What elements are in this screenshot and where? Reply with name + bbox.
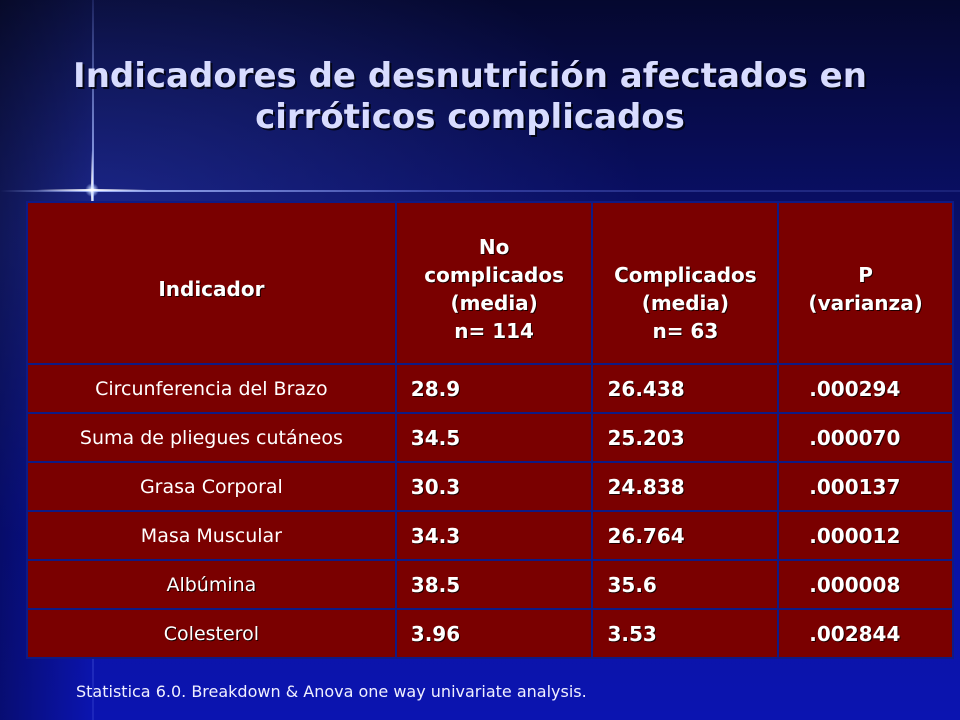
cell-no-complicados: 3.96 bbox=[394, 608, 594, 659]
slide-title-line2: cirróticos complicados bbox=[255, 97, 685, 137]
cell-p-value: .000070 bbox=[777, 412, 954, 463]
cell-p-value: .000008 bbox=[777, 559, 954, 610]
cell-complicados: 35.6 bbox=[591, 559, 780, 610]
slide-title-line1: Indicadores de desnutrición afectados en bbox=[73, 56, 867, 96]
cell-complicados: 24.838 bbox=[591, 461, 780, 512]
row-label: Circunferencia del Brazo bbox=[26, 363, 397, 414]
cell-p-value: .002844 bbox=[777, 608, 954, 659]
table-row: Grasa Corporal 30.3 24.838 .000137 bbox=[26, 461, 954, 512]
table-header-row: Indicador No complicados (media) n= 114 … bbox=[26, 201, 954, 365]
cell-no-complicados: 34.5 bbox=[394, 412, 594, 463]
cell-no-complicados: 38.5 bbox=[394, 559, 594, 610]
header-indicador: Indicador bbox=[26, 201, 397, 365]
cell-complicados: 25.203 bbox=[591, 412, 780, 463]
row-label: Grasa Corporal bbox=[26, 461, 397, 512]
cell-no-complicados: 30.3 bbox=[394, 461, 594, 512]
cell-p-value: .000294 bbox=[777, 363, 954, 414]
table-row: Circunferencia del Brazo 28.9 26.438 .00… bbox=[26, 363, 954, 414]
header-complicados: Complicados (media) n= 63 bbox=[591, 201, 780, 365]
table-row: Albúmina 38.5 35.6 .000008 bbox=[26, 559, 954, 610]
cell-p-value: .000012 bbox=[777, 510, 954, 561]
cell-p-value: .000137 bbox=[777, 461, 954, 512]
row-label: Colesterol bbox=[26, 608, 397, 659]
cell-complicados: 26.764 bbox=[591, 510, 780, 561]
cell-no-complicados: 28.9 bbox=[394, 363, 594, 414]
header-p-varianza: P (varianza) bbox=[777, 201, 954, 365]
table-row: Suma de pliegues cutáneos 34.5 25.203 .0… bbox=[26, 412, 954, 463]
cell-complicados: 3.53 bbox=[591, 608, 780, 659]
horizontal-accent-line bbox=[0, 190, 960, 192]
row-label: Suma de pliegues cutáneos bbox=[26, 412, 397, 463]
cell-no-complicados: 34.3 bbox=[394, 510, 594, 561]
row-label: Albúmina bbox=[26, 559, 397, 610]
row-label: Masa Muscular bbox=[26, 510, 397, 561]
table-row: Colesterol 3.96 3.53 .002844 bbox=[26, 608, 954, 659]
results-table: Indicador No complicados (media) n= 114 … bbox=[26, 201, 954, 659]
header-no-complicados: No complicados (media) n= 114 bbox=[394, 201, 594, 365]
table-row: Masa Muscular 34.3 26.764 .000012 bbox=[26, 510, 954, 561]
footer-note: Statistica 6.0. Breakdown & Anova one wa… bbox=[76, 682, 587, 701]
cell-complicados: 26.438 bbox=[591, 363, 780, 414]
slide-title: Indicadores de desnutrición afectados en… bbox=[70, 56, 870, 138]
